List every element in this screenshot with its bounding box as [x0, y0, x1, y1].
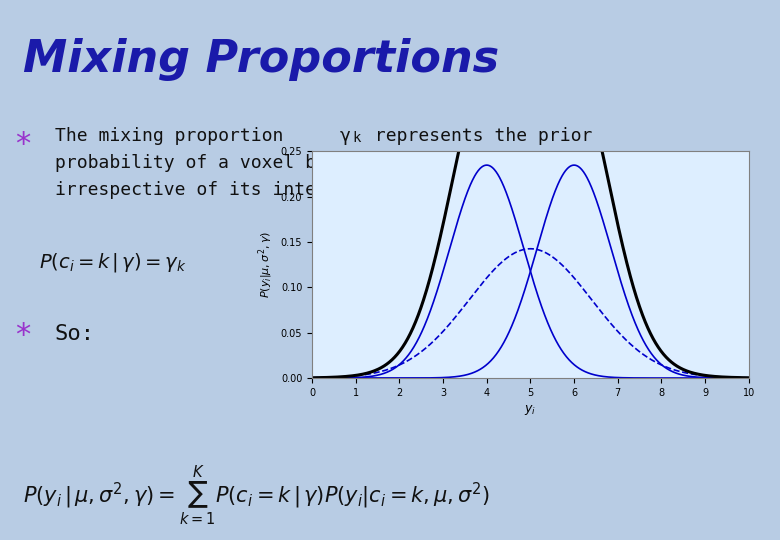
Text: Mixing Proportions: Mixing Proportions — [23, 38, 499, 81]
Text: The mixing proportion: The mixing proportion — [55, 127, 294, 145]
Text: So:: So: — [55, 324, 94, 344]
Text: k: k — [541, 154, 551, 172]
Text: -: - — [554, 154, 576, 172]
X-axis label: $y_i$: $y_i$ — [524, 403, 537, 417]
Text: irrespective of its intensity.: irrespective of its intensity. — [55, 181, 381, 199]
Y-axis label: $P(y_i|\mu,\sigma^2,\gamma)$: $P(y_i|\mu,\sigma^2,\gamma)$ — [257, 231, 275, 298]
Text: k: k — [353, 131, 361, 145]
Text: probability of a voxel being drawn from class: probability of a voxel being drawn from … — [55, 154, 555, 172]
Text: $P(y_i\,|\,\mu,\sigma^2,\gamma) = \sum_{k=1}^{K} P(c_i=k\,|\,\gamma)P(y_i|c_i=k,: $P(y_i\,|\,\mu,\sigma^2,\gamma) = \sum_{… — [23, 464, 491, 527]
Text: represents the prior: represents the prior — [364, 127, 593, 145]
Text: $P(c_i = k\,|\,\gamma) = \gamma_k$: $P(c_i = k\,|\,\gamma) = \gamma_k$ — [39, 251, 186, 274]
Text: *: * — [16, 321, 31, 350]
Text: γ: γ — [339, 127, 350, 145]
Text: *: * — [16, 130, 31, 159]
